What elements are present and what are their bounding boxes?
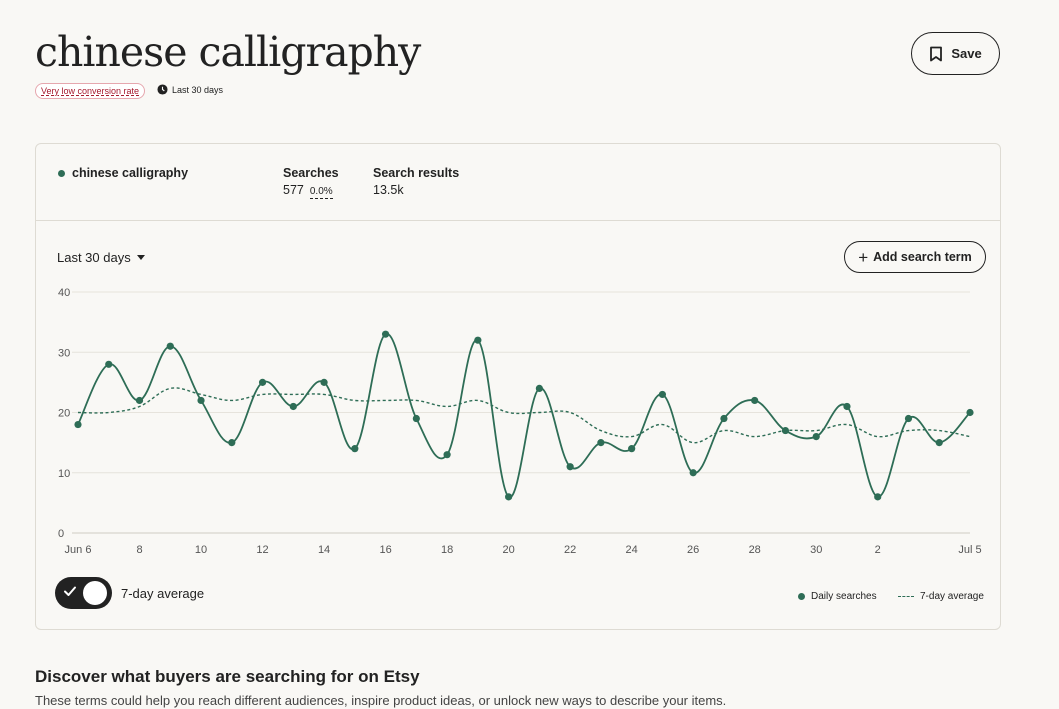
daily-searches-point bbox=[566, 463, 574, 471]
save-label: Save bbox=[951, 46, 982, 61]
x-tick-label: 26 bbox=[687, 544, 699, 556]
daily-searches-point bbox=[904, 414, 913, 423]
period-label: Last 30 days bbox=[172, 84, 224, 95]
daily-searches-point bbox=[597, 439, 605, 447]
x-tick-label: Jun 6 bbox=[65, 544, 92, 556]
legend-daily-searches: Daily searches bbox=[798, 591, 877, 602]
daily-searches-point bbox=[935, 439, 943, 447]
caret-down-icon bbox=[136, 255, 145, 260]
legend-daily-label: Daily searches bbox=[811, 591, 877, 602]
plus-icon: + bbox=[858, 247, 869, 267]
x-tick-label: 28 bbox=[749, 544, 761, 556]
x-tick-label: 30 bbox=[810, 544, 822, 556]
y-tick-label: 0 bbox=[58, 528, 64, 540]
daily-searches-point bbox=[443, 451, 451, 459]
date-range-dropdown[interactable]: Last 30 days bbox=[57, 250, 145, 265]
daily-searches-point bbox=[381, 330, 390, 338]
daily-searches-point bbox=[412, 414, 420, 423]
check-icon bbox=[64, 586, 76, 596]
clock-icon bbox=[157, 84, 168, 95]
daily-searches-point bbox=[166, 342, 174, 350]
x-tick-label: 2 bbox=[875, 544, 881, 556]
daily-searches-point bbox=[874, 493, 882, 501]
bookmark-icon bbox=[930, 46, 943, 61]
x-tick-label: 16 bbox=[379, 544, 391, 556]
x-tick-label: 14 bbox=[318, 544, 330, 556]
daily-searches-point bbox=[474, 336, 482, 344]
seven-day-average-line bbox=[77, 387, 971, 444]
daily-searches-point bbox=[197, 396, 205, 405]
searches-label: Searches bbox=[283, 166, 339, 180]
line-chart: 0 10 20 30 40 Jun 6 8 10 12 14 16 18 20 22 24 26 28 30 2 Ju… bbox=[58, 287, 982, 556]
daily-searches-point bbox=[74, 420, 82, 429]
search-results-value: 13.5k bbox=[373, 183, 404, 197]
card-header: chinese calligraphy Searches 577 0.0% Sea… bbox=[36, 144, 1000, 221]
discover-heading: Discover what buyers are searching for o… bbox=[35, 667, 420, 686]
add-search-term-button[interactable]: + Add search term bbox=[844, 241, 986, 273]
search-trend-card: chinese calligraphy Searches 577 0.0% Sea… bbox=[35, 143, 1001, 630]
x-tick-label: 12 bbox=[256, 544, 268, 556]
x-tick-label: Jul 5 bbox=[958, 544, 981, 556]
searches-stat: Searches 577 0.0% bbox=[283, 166, 339, 199]
daily-searches-point bbox=[135, 396, 144, 405]
x-tick-label: 22 bbox=[564, 544, 576, 556]
legend-dash-icon bbox=[898, 596, 914, 597]
x-tick-label: 20 bbox=[502, 544, 514, 556]
discover-subtitle: These terms could help you reach differe… bbox=[35, 693, 727, 708]
period-indicator: Last 30 days bbox=[157, 84, 223, 95]
daily-searches-point bbox=[351, 445, 359, 453]
daily-searches-point bbox=[628, 445, 636, 453]
search-term-label: chinese calligraphy bbox=[58, 166, 188, 180]
daily-searches-point bbox=[228, 439, 236, 447]
y-tick-label: 30 bbox=[58, 347, 70, 359]
legend-dot-icon bbox=[798, 593, 805, 600]
daily-searches-point bbox=[105, 360, 113, 368]
searches-value: 577 bbox=[283, 183, 304, 197]
conversion-badge[interactable]: Very low conversion rate bbox=[35, 83, 146, 99]
daily-searches-point bbox=[658, 390, 667, 399]
daily-searches-point bbox=[781, 426, 790, 435]
toggle-label: 7-day average bbox=[121, 586, 205, 601]
save-button[interactable]: Save bbox=[911, 32, 1000, 75]
daily-searches-point bbox=[535, 384, 543, 392]
page-title: chinese calligraphy bbox=[35, 28, 421, 76]
x-tick-label: 8 bbox=[136, 544, 142, 556]
search-term-text: chinese calligraphy bbox=[72, 166, 189, 180]
legend-seven-day-average: 7-day average bbox=[898, 591, 984, 602]
add-search-term-label: Add search term bbox=[873, 250, 972, 264]
daily-searches-point bbox=[689, 469, 697, 477]
daily-searches-point bbox=[751, 396, 759, 405]
daily-searches-point bbox=[966, 408, 974, 417]
seven-day-average-toggle[interactable] bbox=[55, 577, 112, 609]
daily-searches-point bbox=[812, 433, 820, 441]
daily-searches-point bbox=[258, 378, 267, 386]
y-tick-label: 40 bbox=[58, 287, 70, 299]
search-results-stat: Search results 13.5k bbox=[373, 166, 459, 197]
date-range-label: Last 30 days bbox=[57, 250, 131, 265]
y-tick-label: 10 bbox=[58, 468, 70, 480]
x-tick-label: 10 bbox=[195, 544, 207, 556]
daily-searches-point bbox=[289, 402, 297, 411]
daily-searches-point bbox=[505, 493, 513, 501]
daily-searches-point bbox=[843, 402, 851, 411]
x-tick-label: 24 bbox=[626, 544, 638, 556]
y-tick-label: 20 bbox=[58, 408, 70, 420]
series-dot-icon bbox=[58, 169, 65, 177]
daily-searches-point bbox=[720, 414, 728, 423]
x-tick-label: 18 bbox=[441, 544, 453, 556]
daily-searches-point bbox=[320, 378, 328, 386]
searches-change[interactable]: 0.0% bbox=[309, 186, 333, 199]
toggle-knob bbox=[83, 581, 107, 605]
legend-avg-label: 7-day average bbox=[920, 591, 984, 602]
search-results-label: Search results bbox=[373, 166, 460, 180]
